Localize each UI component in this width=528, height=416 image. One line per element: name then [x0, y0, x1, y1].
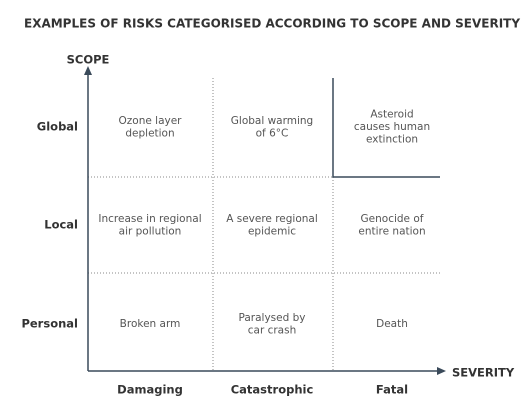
cell-line: air pollution — [119, 225, 182, 237]
cell-text: Death — [376, 318, 408, 330]
cell-text: Global warming of 6°C — [231, 115, 313, 140]
row-label: Personal — [21, 317, 78, 331]
title: EXAMPLES OF RISKS CATEGORISED ACCORDING … — [24, 17, 520, 31]
cell-line: Ozone layer — [119, 115, 183, 127]
cell-line: car crash — [248, 324, 297, 336]
cell-text: Genocide of entire nation — [358, 213, 425, 238]
column-label: Fatal — [376, 383, 408, 397]
cell-line: Increase in regional — [98, 213, 201, 225]
y-axis-arrow — [84, 66, 92, 75]
cell-line: Broken arm — [120, 318, 181, 330]
cell-line: A severe regional — [226, 213, 318, 225]
cell-line: causes human — [354, 121, 430, 133]
column-label: Damaging — [117, 383, 183, 397]
cell-line: entire nation — [358, 225, 425, 237]
x-axis-label: SEVERITY — [452, 366, 515, 380]
row-label: Global — [37, 120, 78, 134]
column-label: Catastrophic — [231, 383, 314, 397]
cell-text: Asteroid causes human extinction — [354, 109, 430, 146]
extinction-boundary — [332, 78, 440, 178]
cell-text: Ozone layer depletion — [119, 115, 183, 140]
y-axis-label: SCOPE — [67, 53, 110, 67]
cell-text: Increase in regional air pollution — [98, 213, 201, 238]
cell-line: Global warming — [231, 115, 313, 127]
cell-text: Broken arm — [120, 318, 181, 330]
x-axis-arrow — [437, 367, 446, 375]
cell-line: epidemic — [248, 225, 296, 237]
cell-line: Genocide of — [361, 213, 424, 225]
cell-text: Paralysed by car crash — [239, 312, 306, 337]
row-label: Local — [44, 218, 78, 232]
cell-line: depletion — [125, 127, 174, 139]
cell-line: Asteroid — [370, 109, 413, 121]
cell-line: Death — [376, 318, 408, 330]
cell-line: extinction — [366, 134, 418, 146]
cell-line: Paralysed by — [239, 312, 306, 324]
cell-text: A severe regional epidemic — [226, 213, 318, 238]
cell-line: of 6°C — [256, 127, 289, 139]
